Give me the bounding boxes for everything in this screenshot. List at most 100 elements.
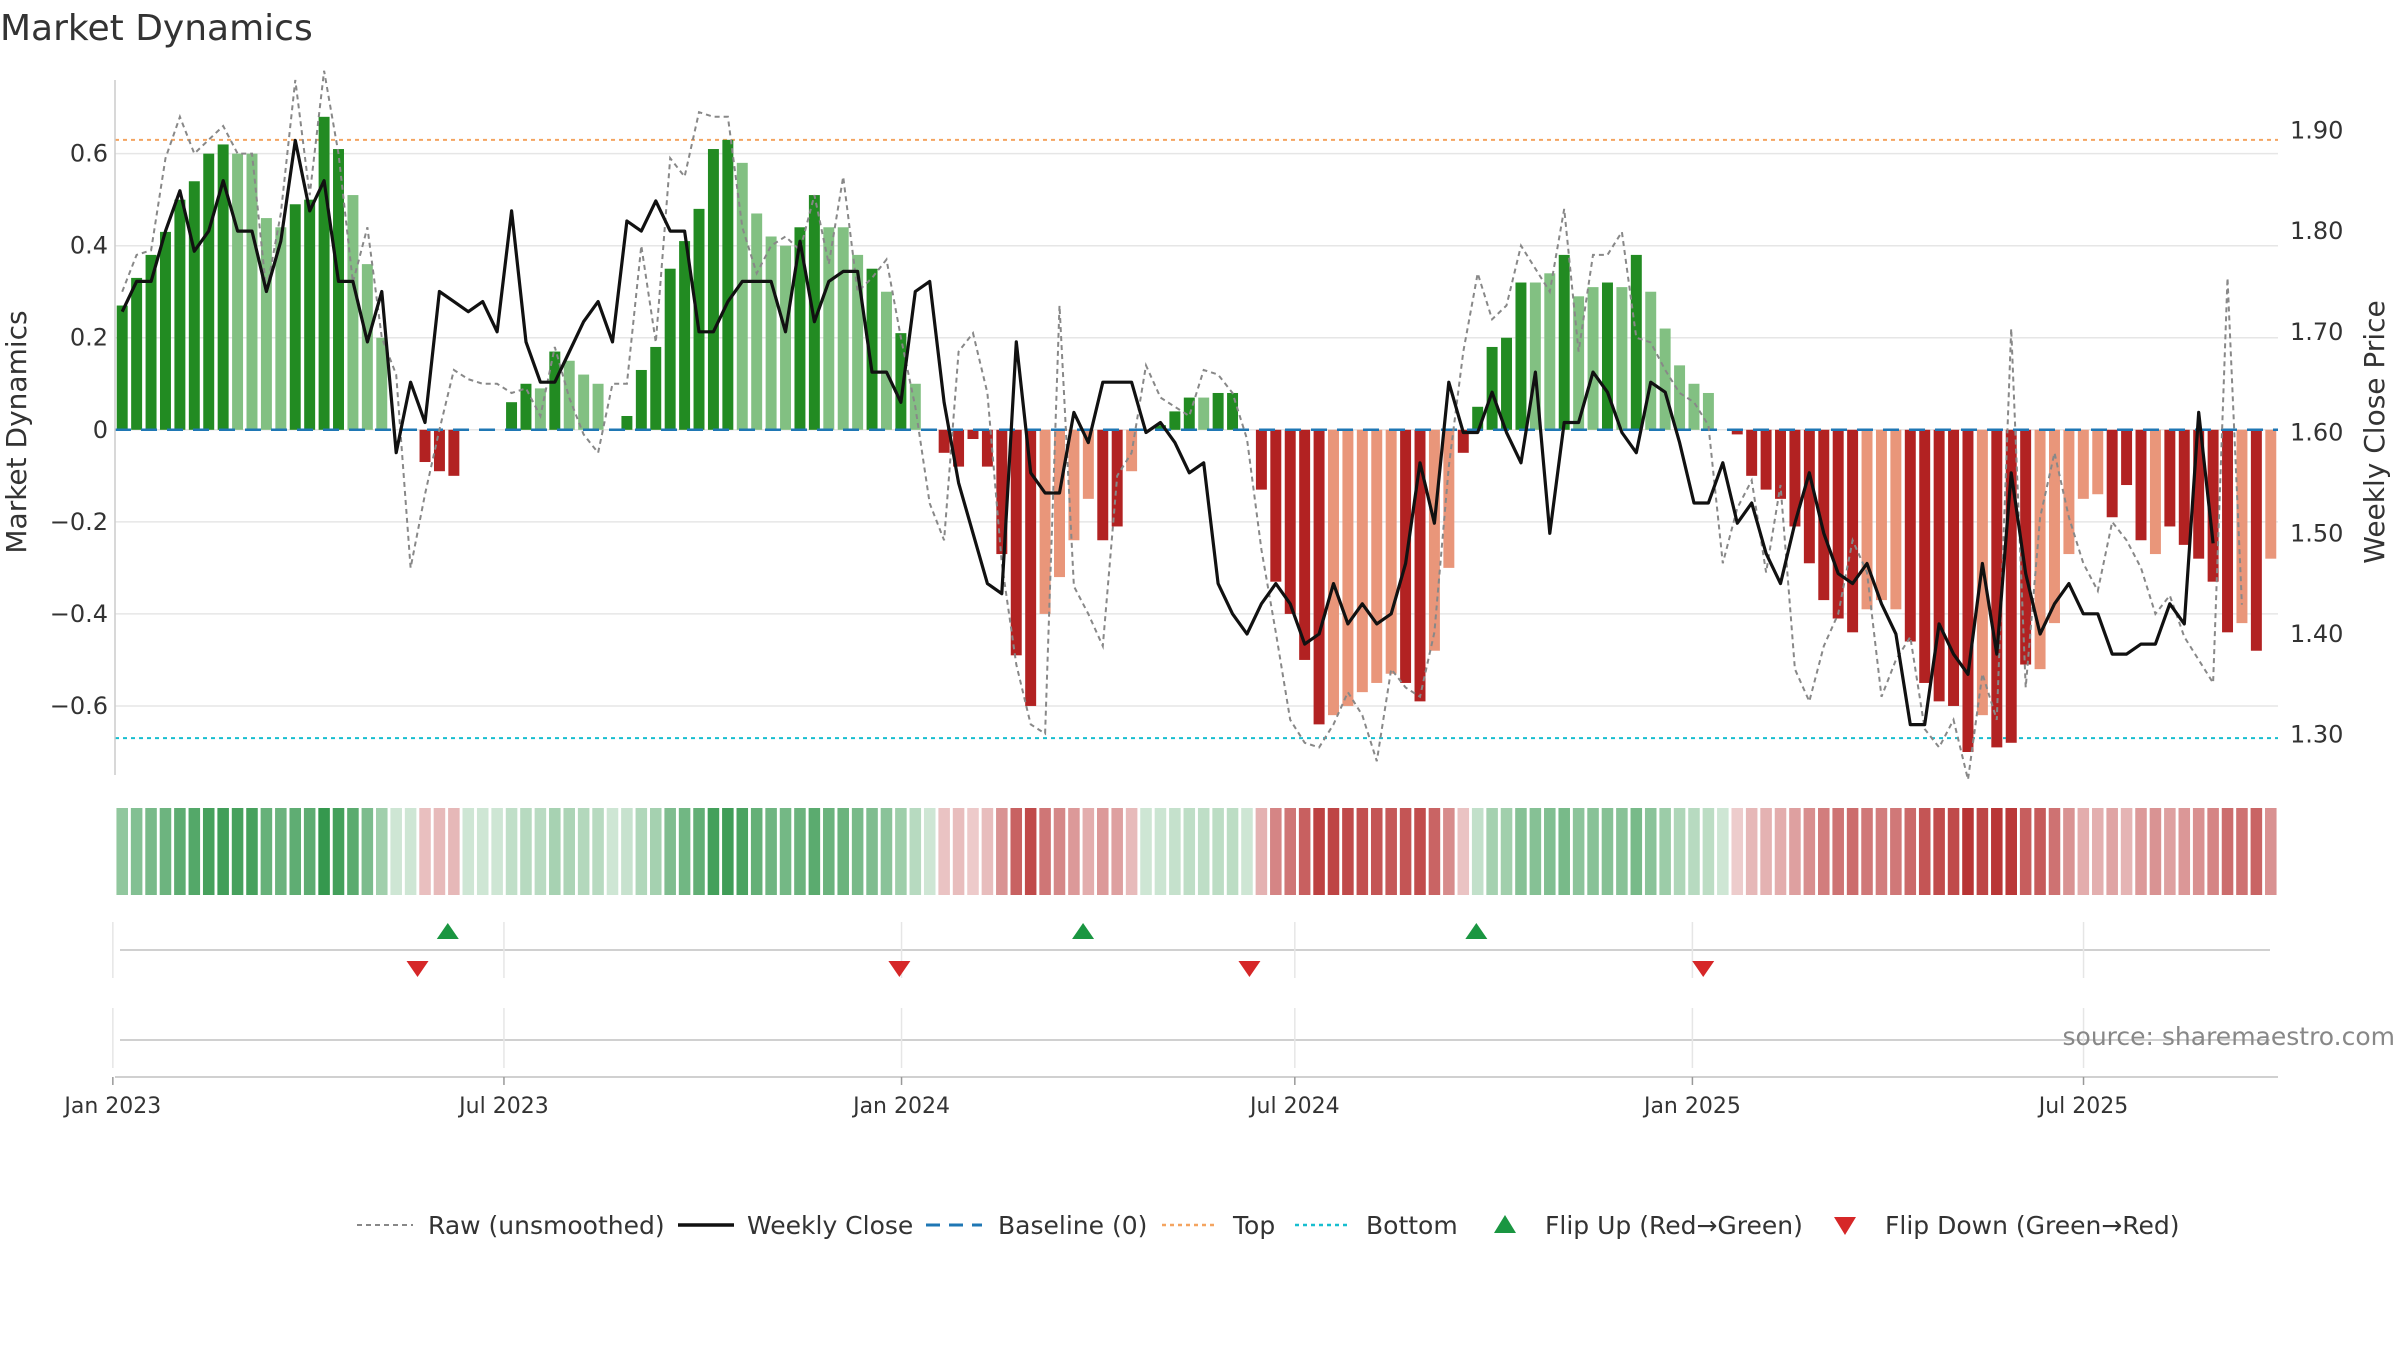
bar xyxy=(232,153,244,430)
bar xyxy=(563,360,575,430)
bar xyxy=(1342,429,1354,706)
heat-cell xyxy=(1644,808,1657,895)
bar xyxy=(1919,429,1931,683)
right-tick-label: 1.70 xyxy=(2290,318,2343,346)
heat-cell xyxy=(1500,808,1513,895)
bar xyxy=(1803,429,1815,564)
heat-cell xyxy=(1832,808,1844,895)
bars-group xyxy=(115,116,2278,752)
legend-label: Raw (unsmoothed) xyxy=(428,1211,665,1240)
heat-cell xyxy=(1270,808,1282,895)
heat-cell xyxy=(1774,808,1787,895)
bar xyxy=(592,383,604,430)
bar xyxy=(1659,328,1671,430)
bar xyxy=(722,139,734,430)
heat-cell xyxy=(1039,808,1051,895)
bar xyxy=(275,227,287,430)
bar xyxy=(650,346,662,430)
bar xyxy=(203,153,215,430)
bar xyxy=(578,374,590,430)
heat-cell xyxy=(1659,808,1671,895)
heat-cell xyxy=(866,808,878,895)
bar xyxy=(2149,429,2161,555)
heat-cell xyxy=(1399,808,1412,895)
heat-cell xyxy=(116,808,128,895)
heat-cell xyxy=(1414,808,1426,895)
bar xyxy=(1991,429,2003,748)
right-tick-label: 1.60 xyxy=(2290,419,2343,447)
heat-cell xyxy=(2221,808,2234,895)
bar xyxy=(1515,282,1527,430)
heat-cell xyxy=(880,808,893,895)
heat-cell xyxy=(823,808,835,895)
heat-cell xyxy=(808,808,821,895)
heat-cell xyxy=(2077,808,2090,895)
heat-cell xyxy=(549,808,561,895)
legend-item: Flip Up (Red→Green) xyxy=(1494,1211,1803,1240)
heat-cell xyxy=(1284,808,1296,895)
heat-cell xyxy=(1717,808,1729,895)
heat-cell xyxy=(2135,808,2147,895)
chart-title: Market Dynamics xyxy=(0,8,313,49)
heat-cell xyxy=(649,808,662,895)
flip-up-marker xyxy=(1072,923,1095,939)
heat-cell xyxy=(923,808,936,895)
bar xyxy=(1313,429,1325,725)
heat-cell xyxy=(2091,808,2104,895)
heat-cell xyxy=(1947,808,1960,895)
legend-label: Weekly Close xyxy=(747,1211,913,1240)
left-tick-label: −0.2 xyxy=(50,508,108,536)
bar xyxy=(1198,397,1210,430)
heat-cell xyxy=(361,808,374,895)
legend-label: Bottom xyxy=(1366,1211,1458,1240)
heat-cell xyxy=(1572,808,1585,895)
bar xyxy=(1255,429,1267,490)
bar xyxy=(1544,273,1556,430)
date-tick-label: Jan 2025 xyxy=(1642,1094,1741,1119)
source-credit: source: sharemaestro.com xyxy=(2063,1022,2396,1051)
heat-cell xyxy=(1515,808,1527,895)
heat-cell xyxy=(347,808,359,895)
heat-cell xyxy=(2019,808,2032,895)
bar xyxy=(534,388,546,430)
heat-cell xyxy=(722,808,734,895)
heat-cell xyxy=(1342,808,1354,895)
heat-cell xyxy=(2048,808,2061,895)
date-tick-label: Jul 2023 xyxy=(457,1094,549,1119)
heat-cell xyxy=(1385,808,1397,895)
date-tick-label: Jul 2025 xyxy=(2037,1094,2129,1119)
bar xyxy=(1443,429,1455,568)
left-tick-label: 0.2 xyxy=(70,324,108,352)
heat-cell xyxy=(1313,808,1325,895)
bar xyxy=(1054,429,1065,578)
bar xyxy=(2077,429,2089,499)
bar xyxy=(1097,429,1109,541)
heat-cell xyxy=(837,808,849,895)
bar xyxy=(2265,429,2277,559)
legend-item: Raw (unsmoothed) xyxy=(357,1211,665,1240)
heat-cell xyxy=(1789,808,1801,895)
heat-cell xyxy=(2149,808,2162,895)
left-tick-label: 0.6 xyxy=(70,140,108,168)
heat-cell xyxy=(1486,808,1498,895)
bar xyxy=(1688,383,1700,430)
heat-cell xyxy=(2236,808,2248,895)
bar xyxy=(1039,429,1051,614)
bar xyxy=(996,429,1008,555)
bar xyxy=(131,277,143,430)
bar xyxy=(1328,429,1339,716)
left-tick-label: 0.4 xyxy=(70,232,108,260)
heat-cell xyxy=(1053,808,1066,895)
bar xyxy=(938,429,950,453)
bar xyxy=(1299,429,1311,660)
bar xyxy=(621,415,633,430)
date-tick-label: Jan 2024 xyxy=(851,1094,950,1119)
heat-cell xyxy=(202,808,215,895)
bar xyxy=(837,227,849,430)
bar xyxy=(1068,429,1080,541)
heat-cell xyxy=(1471,808,1484,895)
y-axis-label-left: Market Dynamics xyxy=(0,310,33,553)
heat-cell xyxy=(779,808,792,895)
bar xyxy=(1428,429,1440,651)
heat-cell xyxy=(909,808,922,895)
